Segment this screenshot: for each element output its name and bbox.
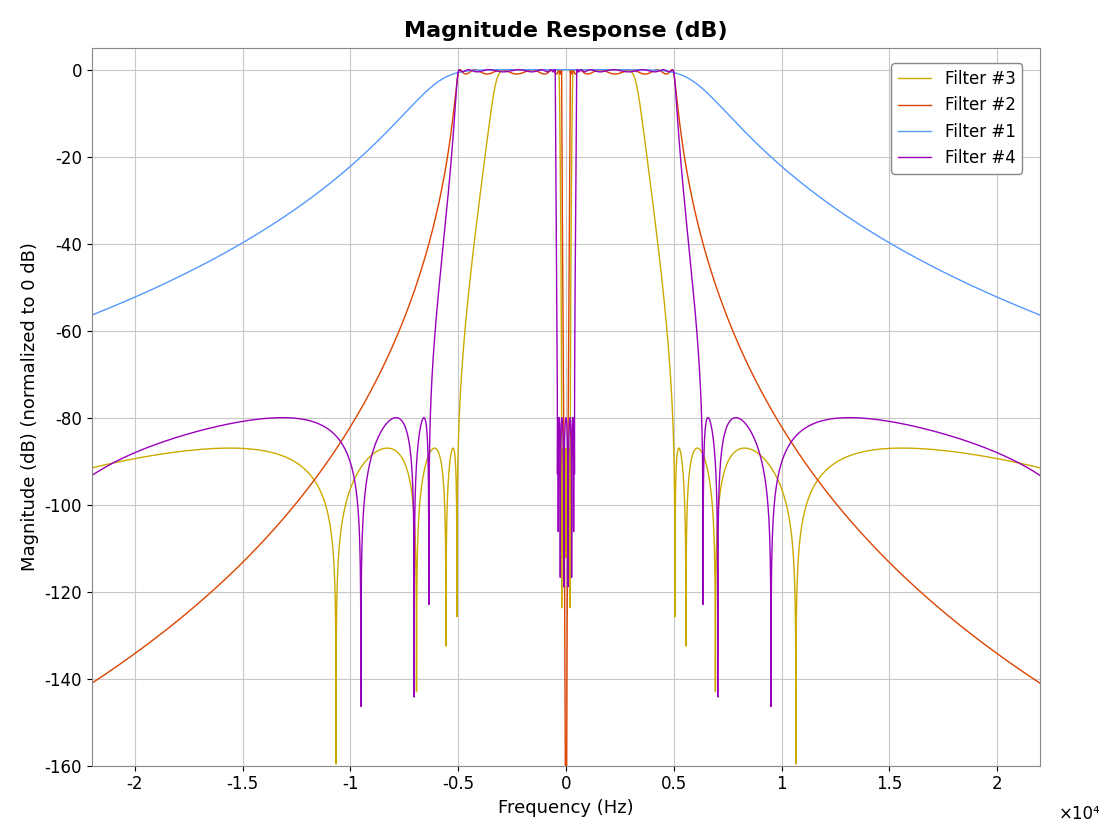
Filter #4 [172, 432, 186, 442]
Text: ×10⁴: ×10⁴ [1060, 805, 1101, 823]
Filter #3 [41, 475, 55, 485]
Filter #2 [706, 270, 719, 280]
Filter #2 [1076, 706, 1090, 716]
Filter #3 [706, 500, 719, 510]
Filter #3 [1076, 475, 1090, 485]
Filter #3 [674, 448, 688, 458]
Filter #2 [172, 615, 186, 625]
Filter #1 [41, 327, 55, 337]
Title: Magnitude Response (dB): Magnitude Response (dB) [404, 21, 728, 41]
Filter #4 [1076, 518, 1090, 528]
Filter #3 [329, 759, 343, 769]
Filter #3 [348, 474, 362, 484]
Filter #2 [930, 601, 943, 611]
Filter #1 [556, 65, 569, 75]
Filter #1 [347, 158, 361, 168]
Filter #4 [41, 518, 55, 528]
Filter #1 [706, 92, 719, 102]
Filter #4 [347, 475, 361, 485]
Filter #1 [930, 264, 943, 274]
Filter #2 [674, 126, 688, 136]
Filter #4 [512, 65, 525, 75]
Filter #3 [542, 65, 556, 75]
Filter #1 [172, 272, 186, 282]
Filter #4 [354, 701, 367, 711]
Filter #4 [706, 427, 719, 437]
Filter #4 [872, 415, 886, 425]
Filter #2 [559, 760, 572, 770]
Line: Filter #4: Filter #4 [48, 70, 1083, 706]
Filter #3 [172, 447, 186, 457]
Filter #4 [930, 427, 943, 437]
Filter #1 [871, 231, 885, 241]
Filter #4 [674, 155, 688, 165]
X-axis label: Frequency (Hz): Frequency (Hz) [498, 799, 634, 816]
Filter #2 [347, 415, 361, 425]
Filter #2 [41, 706, 55, 716]
Filter #2 [525, 65, 539, 75]
Line: Filter #1: Filter #1 [48, 70, 1083, 332]
Filter #3 [930, 445, 943, 455]
Filter #1 [674, 70, 688, 80]
Filter #2 [872, 547, 886, 557]
Filter #1 [1076, 327, 1090, 337]
Filter #3 [872, 444, 886, 454]
Legend: Filter #3, Filter #2, Filter #1, Filter #4: Filter #3, Filter #2, Filter #1, Filter … [892, 64, 1023, 174]
Line: Filter #3: Filter #3 [48, 70, 1083, 764]
Line: Filter #2: Filter #2 [48, 70, 1083, 765]
Y-axis label: Magnitude (dB) (normalized to 0 dB): Magnitude (dB) (normalized to 0 dB) [21, 242, 39, 571]
